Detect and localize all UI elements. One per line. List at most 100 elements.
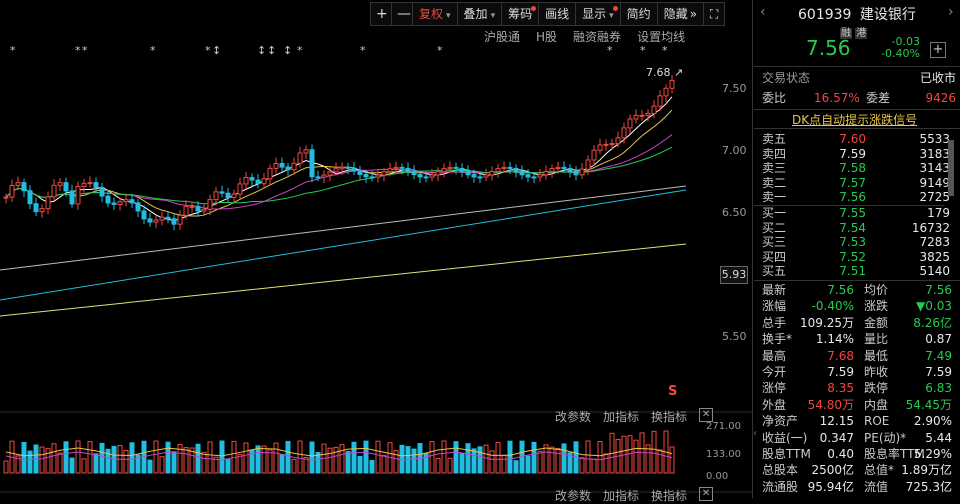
candle bbox=[273, 163, 279, 169]
event-marker[interactable]: * bbox=[205, 44, 211, 57]
candle bbox=[567, 168, 573, 172]
collapse-handle-icon[interactable]: ‹ bbox=[753, 428, 757, 439]
event-marker[interactable]: * bbox=[662, 44, 668, 57]
candle bbox=[513, 167, 519, 172]
volume-bar bbox=[423, 453, 429, 474]
ob-volume: 16732 bbox=[911, 220, 950, 235]
caret-down-icon: ▾ bbox=[609, 11, 614, 21]
volume-bar bbox=[255, 445, 261, 474]
vol-axis-271: 271.00 bbox=[706, 421, 741, 432]
add-watchlist-button[interactable]: + bbox=[930, 42, 946, 58]
event-marker[interactable]: ↕ bbox=[267, 44, 276, 57]
event-marker[interactable]: ↕ bbox=[283, 44, 292, 57]
candle bbox=[375, 174, 381, 178]
event-marker[interactable]: * bbox=[607, 44, 613, 57]
candle bbox=[651, 105, 657, 114]
volume-bar bbox=[579, 457, 585, 474]
zoom-in-button[interactable]: + bbox=[371, 3, 392, 25]
chevron-left-icon[interactable]: ‹ bbox=[760, 4, 766, 20]
sub-link-3[interactable]: 设置均线 bbox=[637, 30, 686, 44]
close-icon[interactable]: ✕ bbox=[699, 487, 714, 501]
stat-value: 0.347 bbox=[819, 430, 854, 445]
kline-chart[interactable]: * * * * * ↕ ↕ ↕ ↕ * * * * * * bbox=[0, 40, 752, 500]
quote-panel: ‹ 601939 建设银行 › 融 港 7.56 -0.03 -0.40% + … bbox=[754, 0, 960, 498]
stat-value: 7.59 bbox=[827, 365, 854, 379]
stock-code: 601939 bbox=[798, 7, 852, 23]
ob-volume: 179 bbox=[927, 206, 950, 220]
event-marker[interactable]: ↕ bbox=[257, 44, 266, 57]
volume-bar bbox=[39, 446, 45, 474]
chevron-right-icon[interactable]: › bbox=[948, 4, 954, 20]
overlay-button[interactable]: 叠加 ▾ bbox=[458, 3, 503, 25]
stat-label: 金额 bbox=[864, 315, 889, 330]
ob-label: 买二 bbox=[762, 220, 787, 235]
ob-price: 7.59 bbox=[839, 146, 866, 161]
chips-button[interactable]: 筹码 bbox=[502, 3, 540, 25]
candle bbox=[561, 166, 567, 170]
candle bbox=[657, 95, 663, 107]
volume-bar bbox=[153, 440, 159, 474]
candle bbox=[327, 171, 333, 176]
add-indicator-link[interactable]: 加指标 bbox=[603, 410, 640, 424]
volume-bar bbox=[219, 440, 225, 474]
volume-bar bbox=[447, 457, 453, 474]
sub-link-2[interactable]: 融资融券 bbox=[573, 30, 622, 44]
axis-price-5-50: 5.50 bbox=[722, 330, 747, 343]
stat-cell: ROE 2.90% bbox=[864, 413, 952, 429]
event-marker[interactable]: * bbox=[437, 44, 443, 57]
change-params-link[interactable]: 改参数 bbox=[555, 410, 592, 424]
dk-signal-link[interactable]: DK点自动提示涨跌信号 bbox=[792, 113, 918, 127]
zoom-out-button[interactable]: — bbox=[392, 3, 413, 25]
chips-label: 筹码 bbox=[508, 7, 533, 21]
event-marker[interactable]: * bbox=[150, 44, 156, 57]
volume-bar bbox=[165, 441, 171, 474]
event-marker[interactable]: * bbox=[75, 44, 81, 57]
candle bbox=[255, 179, 261, 185]
candle bbox=[243, 177, 249, 185]
asks-row: 卖二 7.57 9149 bbox=[762, 176, 950, 191]
candle bbox=[405, 167, 411, 172]
candle bbox=[345, 166, 351, 169]
candle bbox=[501, 166, 507, 170]
current-axis-price: 5.93 bbox=[720, 266, 748, 284]
bids-row: 买五 7.51 5140 bbox=[762, 264, 950, 279]
stat-label: 外盘 bbox=[762, 397, 787, 412]
event-marker[interactable]: * bbox=[360, 44, 366, 57]
ma60-line bbox=[0, 185, 687, 271]
switch-indicator-link[interactable]: 换指标 bbox=[651, 410, 688, 424]
sub-link-0[interactable]: 沪股通 bbox=[484, 30, 521, 44]
switch-indicator-link[interactable]: 换指标 bbox=[651, 489, 688, 503]
simple-button[interactable]: 简约 bbox=[621, 3, 658, 25]
hide-button[interactable]: 隐藏» bbox=[658, 3, 705, 25]
event-marker[interactable]: * bbox=[82, 44, 88, 57]
display-button[interactable]: 显示 ▾ bbox=[576, 3, 621, 25]
vol-axis-0: 0.00 bbox=[706, 471, 729, 482]
event-marker[interactable]: * bbox=[640, 44, 646, 57]
draw-button[interactable]: 画线 bbox=[539, 3, 577, 25]
rights-button[interactable]: 复权 ▾ bbox=[413, 3, 458, 25]
volume-bar bbox=[207, 441, 213, 474]
candle bbox=[291, 162, 297, 171]
orderbook-scrollbar[interactable] bbox=[948, 140, 954, 196]
fullscreen-icon[interactable]: ⛶ bbox=[709, 7, 719, 21]
candle bbox=[387, 168, 393, 173]
volume-bar bbox=[537, 450, 543, 474]
candle bbox=[39, 208, 45, 213]
sub-link-1[interactable]: H股 bbox=[536, 30, 558, 44]
close-icon[interactable]: ✕ bbox=[699, 408, 714, 422]
change-params-link[interactable]: 改参数 bbox=[555, 489, 592, 503]
stat-label: 涨停 bbox=[762, 381, 787, 396]
add-indicator-link[interactable]: 加指标 bbox=[603, 489, 640, 503]
candle bbox=[663, 87, 669, 97]
event-marker[interactable]: ↕ bbox=[212, 44, 221, 57]
ob-label: 卖四 bbox=[762, 146, 787, 161]
stat-cell: 昨收 7.59 bbox=[864, 364, 952, 380]
axis-price-7-00: 7.00 bbox=[722, 144, 747, 157]
volume-bar bbox=[123, 449, 129, 474]
stat-value: 2.90% bbox=[913, 414, 952, 429]
candle bbox=[75, 186, 81, 205]
volume-bar bbox=[291, 458, 297, 474]
event-marker[interactable]: * bbox=[10, 44, 16, 57]
stat-value: 6.83 bbox=[925, 381, 952, 396]
event-marker[interactable]: * bbox=[297, 44, 303, 57]
